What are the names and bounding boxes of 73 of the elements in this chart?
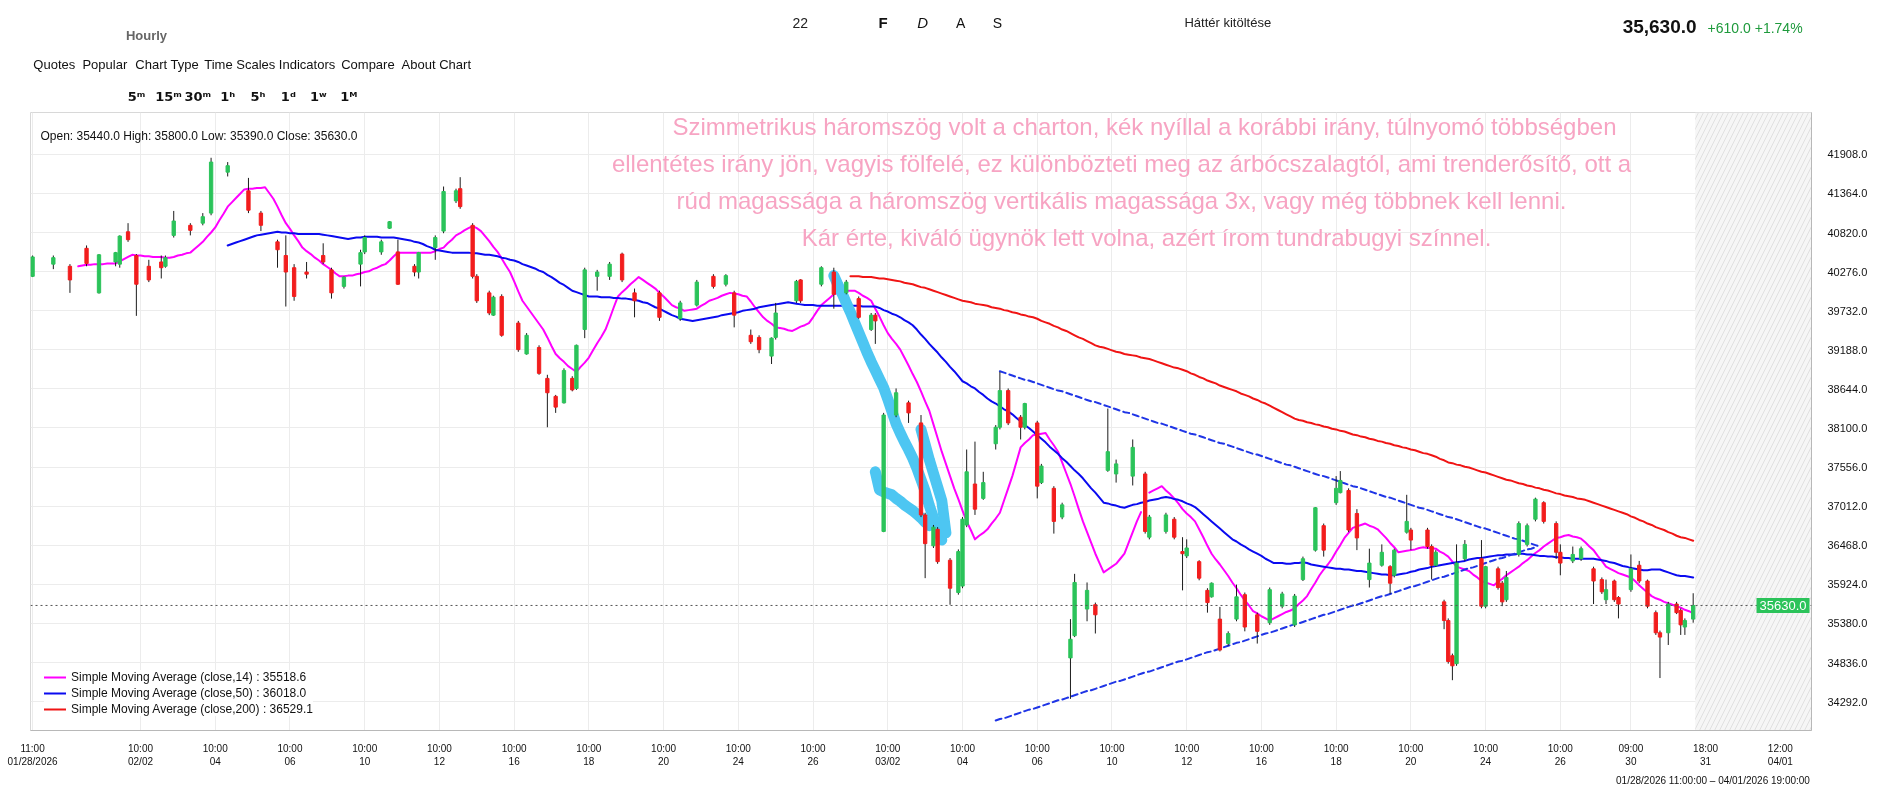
text: About Chart <box>401 57 472 72</box>
x-tick-label: 10:00 16 <box>1248 742 1275 767</box>
x-tick-label: 10:00 04 <box>202 742 229 767</box>
text: 1ᴹ <box>340 89 358 104</box>
x-tick-label: 10:00 18 <box>1323 742 1350 767</box>
y-tick-label: 41908.0 <box>1827 148 1868 161</box>
annotation: Open: 35440.0 High: 35800.0 Low: 35390.0 Close: 35630.0 <box>40 128 358 143</box>
x-tick-label: 09:00 30 <box>1618 742 1644 767</box>
annotation: Szimmetrikus háromszög volt a charton, kék nyíllal a korábbi irány, túlnyomó többségben <box>672 113 1617 140</box>
annotation: rúd magassága a háromszög vertikális magassága 3x, vagy még többnek kell lenni. <box>676 187 1567 214</box>
y-tick-label: 34836.0 <box>1827 656 1868 669</box>
text: 15ᵐ <box>155 89 182 104</box>
text: 35,630.0 <box>1622 16 1697 37</box>
text: Quotes <box>33 57 76 72</box>
y-tick-label: 39732.0 <box>1827 304 1868 317</box>
x-tick-label: 18:00 31 <box>1693 742 1719 767</box>
y-tick-label: 38100.0 <box>1827 421 1868 434</box>
x-tick-label: 10:00 12 <box>1174 742 1200 767</box>
x-tick-label: 10:00 06 <box>1024 742 1051 767</box>
ref-line-label: 35630.0 <box>1759 597 1807 613</box>
y-tick-label: 41364.0 <box>1827 187 1868 200</box>
annotation: ellentétes irány jön, vagyis fölfelé, ez különbözteti meg az árbócszalagtól, ami trenderősítő, ott a <box>611 150 1632 177</box>
x-tick-label: 10:00 10 <box>352 742 378 767</box>
chart-subtitle: Hourly <box>125 28 168 43</box>
y-tick-label: 35924.0 <box>1827 578 1868 591</box>
legend-label: Simple Moving Average (close,14) : 35518.6 <box>71 670 307 684</box>
text: D <box>917 14 929 31</box>
text: S <box>992 14 1003 31</box>
y-tick-label: 37012.0 <box>1827 500 1868 513</box>
legend-label: Simple Moving Average (close,50) : 36018.0 <box>71 686 307 700</box>
annotation: Kár érte, kiváló ügynök lett volna, azért írom tundrabugyi színnel. <box>801 224 1492 251</box>
text: Compare <box>341 57 395 72</box>
text: 1ʰ <box>220 89 236 104</box>
text: Time Scales <box>204 57 276 72</box>
x-tick-label: 10:00 26 <box>1547 742 1574 767</box>
y-tick-label: 40276.0 <box>1827 265 1868 278</box>
text: Háttér kitöltése <box>1184 15 1272 30</box>
text: 5ᵐ <box>127 89 146 104</box>
x-tick-label: 10:00 26 <box>800 742 827 767</box>
text: +610.0 +1.74% <box>1707 19 1803 36</box>
x-tick-label: 10:00 12 <box>426 742 453 767</box>
x-tick-label: 10:00 02/02 <box>128 742 154 767</box>
x-tick-label: 10:00 20 <box>1398 742 1424 767</box>
text: 1ᵈ <box>280 89 297 104</box>
x-tick-label: 10:00 18 <box>576 742 602 767</box>
y-tick-label: 37556.0 <box>1827 461 1868 474</box>
text: Chart Type <box>135 57 199 72</box>
text: 22 <box>792 14 809 31</box>
text: A <box>955 14 966 31</box>
text: 30ᵐ <box>184 89 212 104</box>
text: F <box>878 14 888 31</box>
x-tick-label: 10:00 10 <box>1099 742 1125 767</box>
text: Popular <box>82 57 128 72</box>
x-tick-label: 11:00 01/28/2026 <box>7 742 59 767</box>
x-tick-label: 10:00 20 <box>651 742 677 767</box>
y-tick-label: 38644.0 <box>1827 382 1868 395</box>
text: Indicators <box>278 57 336 72</box>
y-tick-label: 34292.0 <box>1827 695 1868 708</box>
x-tick-label: 12:00 04/01 <box>1767 742 1794 767</box>
legend-label: Simple Moving Average (close,200) : 36529.1 <box>71 702 313 716</box>
y-tick-label: 40820.0 <box>1827 226 1868 239</box>
x-tick-label: 10:00 04 <box>950 742 976 767</box>
x-tick-label: 10:00 24 <box>1473 742 1499 767</box>
x-tick-label: 10:00 16 <box>501 742 528 767</box>
x-tick-label: 10:00 24 <box>725 742 752 767</box>
text: 5ʰ <box>250 89 266 104</box>
text: 01/28/2026 11:00:00 – 04/01/2026 19:00:00 <box>1616 775 1811 786</box>
text: 1ʷ <box>310 89 328 104</box>
x-tick-label: 10:00 06 <box>277 742 303 767</box>
y-tick-label: 36468.0 <box>1827 539 1868 552</box>
x-tick-label: 10:00 03/02 <box>875 742 901 767</box>
y-tick-label: 35380.0 <box>1827 617 1868 630</box>
y-tick-label: 39188.0 <box>1827 343 1868 356</box>
